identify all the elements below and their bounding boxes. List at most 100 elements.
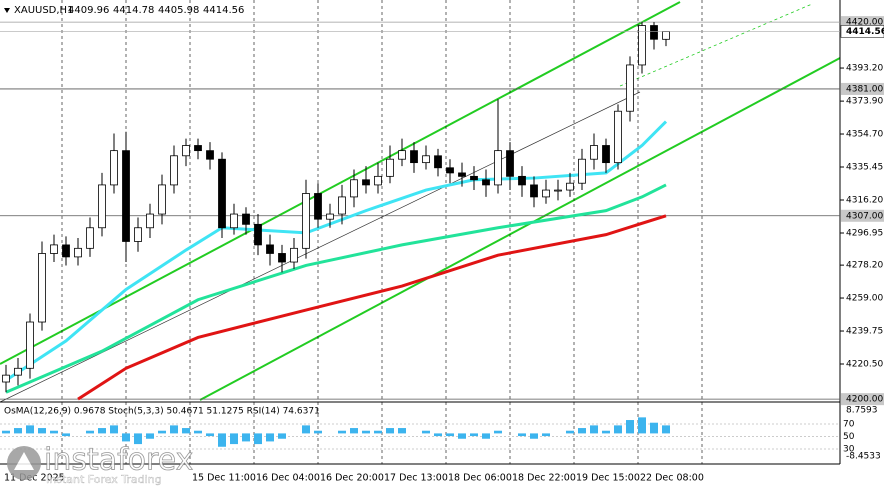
candle-body [566, 182, 574, 191]
candle-body [650, 25, 658, 40]
candle-body [38, 253, 46, 323]
menu-arrow [4, 8, 10, 13]
candle-body [326, 213, 334, 220]
osma-bar [110, 425, 118, 434]
candle-body [170, 155, 178, 186]
candle-body [374, 175, 382, 186]
osma-bar [38, 428, 46, 434]
osma-bar [446, 433, 454, 437]
open: 4409.96 [68, 5, 109, 16]
candle-body [278, 253, 286, 263]
candle-body [2, 374, 10, 383]
candle-body [146, 213, 154, 229]
candle-body [266, 244, 274, 254]
watermark: instaforex Instant Forex Trading [7, 442, 194, 486]
header: XAUUSD,H1 4409.96 4414.78 4405.98 4414.5… [4, 5, 244, 16]
osma-bar [26, 425, 34, 434]
osma-bar [170, 425, 178, 434]
candle-body [218, 158, 226, 229]
osma-bar [266, 433, 274, 442]
y-tick-label: 4316.20 [846, 196, 883, 206]
osma-bar [422, 430, 430, 434]
candle-body [206, 150, 214, 160]
candle-body [506, 150, 514, 177]
osma-bar [254, 433, 262, 445]
indicator-tick-label: 8.7593 [846, 405, 878, 415]
x-tick-label: 15 Dec 11:00 [192, 473, 256, 484]
y-tick-label: 4373.90 [846, 97, 883, 107]
brand: instaforex [44, 443, 193, 478]
moving-average [77, 214, 667, 401]
osma-bar [518, 433, 526, 437]
indicator-tick-label: -8.4533 [846, 451, 881, 461]
high: 4414.78 [113, 5, 154, 16]
close: 4414.56 [203, 5, 244, 16]
candle-body [482, 179, 490, 186]
level-box [841, 393, 884, 406]
osma-bar [62, 433, 70, 437]
candle-body [554, 189, 562, 192]
y-tick-label: 4278.20 [846, 261, 883, 271]
candle-body [158, 184, 166, 215]
channel-projection [619, 3, 813, 87]
osma-bar [482, 433, 490, 439]
osma-bar [566, 430, 574, 434]
candle-body [362, 179, 370, 186]
x-tick-label: 18 Dec 06:00 [448, 473, 512, 484]
level-box [841, 209, 884, 222]
moving-average [5, 183, 667, 394]
level-box [841, 82, 884, 95]
candle-body [230, 213, 238, 229]
low: 4405.98 [158, 5, 199, 16]
osma-bar [374, 430, 382, 434]
osma-bar [494, 430, 502, 434]
y-tick-label: 4259.00 [846, 294, 883, 304]
price-box [840, 25, 884, 38]
y-tick-label: 4335.45 [846, 163, 883, 173]
candle-body [122, 150, 130, 242]
x-tick-label: 16 Dec 04:00 [256, 473, 320, 484]
candle-body [314, 193, 322, 220]
candle-body [302, 193, 310, 249]
candle-body [410, 150, 418, 164]
osma-bar [230, 433, 238, 445]
candle-body [470, 175, 478, 181]
osma-bar [350, 428, 358, 434]
osma-bar [650, 422, 658, 434]
logo-mark [14, 452, 34, 470]
osma-bar [530, 433, 538, 439]
x-tick-label: 19 Dec 15:00 [576, 473, 640, 484]
osma-bar [398, 428, 406, 434]
candle-body [290, 247, 298, 263]
channel-upper [0, 1, 681, 365]
candle-body [662, 31, 670, 40]
osma-bar [206, 433, 214, 437]
slogan: Instant Forex Trading [46, 473, 162, 486]
level-label: 4200.00 [846, 395, 883, 405]
y-tick-label: 4393.20 [846, 64, 883, 74]
osma-bar [146, 433, 154, 439]
osma-bar [194, 430, 202, 434]
osma-bar [182, 428, 190, 434]
osma-bar [314, 430, 322, 434]
candle-body [494, 150, 502, 186]
candle-body [518, 175, 526, 186]
candle-body [614, 110, 622, 164]
x-tick-label: 18 Dec 22:00 [512, 473, 576, 484]
osma-bar [98, 428, 106, 434]
channel-lower [199, 57, 841, 401]
osma-bar [86, 430, 94, 434]
osma-bar [302, 425, 310, 434]
level-label: 4420.00 [846, 18, 883, 28]
candle-body [26, 321, 34, 369]
candle-body [458, 172, 466, 177]
osma-bar [662, 425, 670, 434]
osma-bar [614, 425, 622, 434]
candle-body [386, 158, 394, 177]
osma-bar [638, 417, 646, 434]
osma-bar [434, 433, 442, 437]
x-tick-label: 16 Dec 20:00 [320, 473, 384, 484]
osma-bar [458, 433, 466, 439]
candle-body [338, 196, 346, 215]
osma-bar [50, 430, 58, 434]
